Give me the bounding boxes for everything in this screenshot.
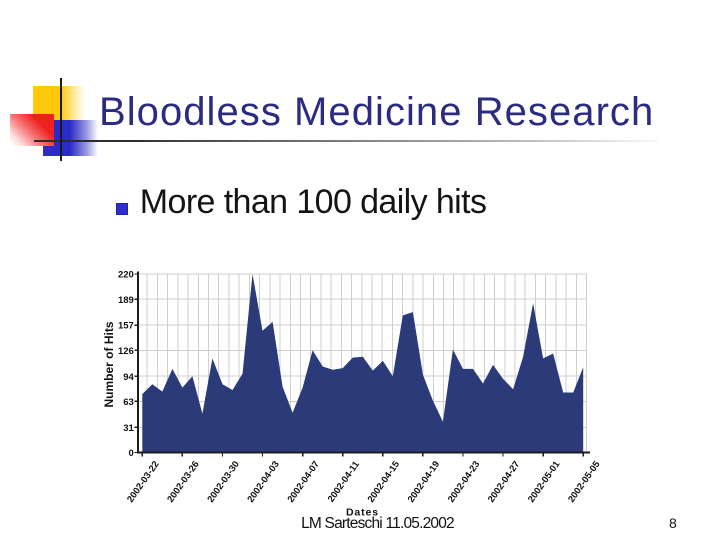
svg-text:2002-03-26: 2002-03-26 bbox=[164, 459, 201, 505]
svg-text:126: 126 bbox=[118, 346, 134, 357]
svg-text:63: 63 bbox=[123, 397, 134, 408]
svg-text:220: 220 bbox=[118, 270, 134, 281]
svg-text:2002-05-01: 2002-05-01 bbox=[525, 459, 562, 505]
svg-text:2002-04-27: 2002-04-27 bbox=[485, 459, 522, 505]
svg-text:0: 0 bbox=[129, 448, 134, 459]
svg-text:2002-04-07: 2002-04-07 bbox=[285, 459, 322, 505]
svg-text:31: 31 bbox=[123, 423, 134, 434]
svg-text:2002-04-15: 2002-04-15 bbox=[365, 459, 402, 505]
svg-text:2002-05-05: 2002-05-05 bbox=[565, 459, 602, 505]
svg-text:189: 189 bbox=[118, 295, 134, 306]
svg-text:2002-03-22: 2002-03-22 bbox=[124, 459, 161, 505]
svg-text:157: 157 bbox=[118, 321, 134, 332]
svg-text:2002-04-03: 2002-04-03 bbox=[244, 459, 281, 505]
svg-text:2002-03-30: 2002-03-30 bbox=[204, 459, 241, 505]
svg-text:2002-04-19: 2002-04-19 bbox=[405, 459, 442, 505]
svg-text:94: 94 bbox=[123, 372, 134, 383]
svg-text:2002-04-23: 2002-04-23 bbox=[445, 459, 482, 505]
svg-text:Dates: Dates bbox=[346, 506, 379, 518]
svg-text:Number of Hits: Number of Hits bbox=[102, 321, 116, 407]
svg-text:2002-04-11: 2002-04-11 bbox=[325, 459, 361, 504]
